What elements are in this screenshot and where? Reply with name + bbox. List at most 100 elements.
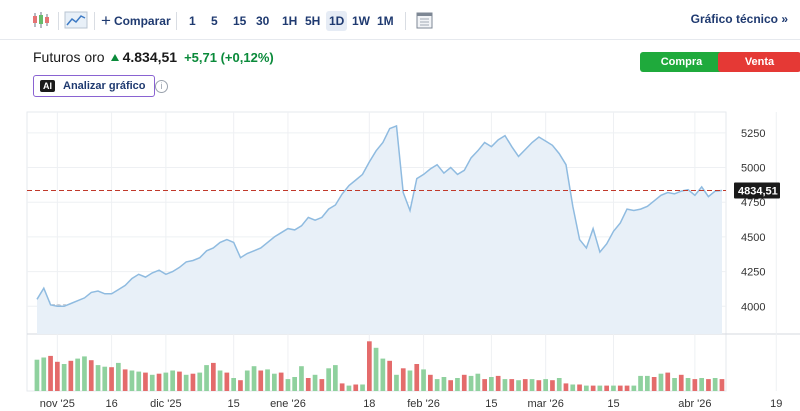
area-chart-icon[interactable]	[64, 10, 88, 30]
volume-bar	[231, 378, 236, 391]
volume-bar	[41, 357, 47, 391]
volume-bar	[428, 374, 433, 391]
y-tick-label: 5250	[741, 128, 765, 140]
volume-bar	[244, 370, 250, 391]
volume-bar	[197, 372, 203, 391]
period-1m[interactable]: 1M	[377, 14, 394, 28]
volume-bar	[278, 372, 284, 391]
volume-bar	[461, 374, 467, 391]
volume-bar	[177, 371, 182, 391]
volume-bar	[400, 368, 406, 391]
period-1w[interactable]: 1W	[352, 14, 370, 28]
x-tick-label: 18	[363, 398, 375, 410]
volume-bar	[624, 385, 630, 391]
candlestick-icon[interactable]	[30, 10, 52, 30]
volume-bar	[489, 377, 494, 391]
volume-bar	[441, 377, 447, 391]
volume-bar	[102, 366, 108, 391]
volume-bar	[394, 374, 399, 391]
volume-bars	[34, 341, 725, 391]
volume-bar	[319, 379, 325, 391]
period-30[interactable]: 30	[256, 14, 270, 28]
volume-bar	[712, 378, 718, 391]
volume-bar	[468, 375, 474, 391]
volume-bar	[170, 370, 175, 391]
up-arrow-icon	[110, 53, 119, 61]
volume-bar	[570, 384, 576, 391]
volume-bar	[116, 362, 121, 391]
volume-bar	[156, 373, 162, 391]
volume-bar	[536, 380, 542, 391]
period-1h[interactable]: 1H	[282, 14, 298, 28]
x-tick-label: 15	[228, 398, 240, 410]
volume-bar	[299, 366, 304, 391]
x-tick-label: dic '25	[150, 398, 181, 410]
volume-bar	[122, 369, 128, 391]
y-tick-label: 4750	[741, 197, 765, 209]
volume-bar	[373, 347, 379, 391]
volume-bar	[34, 359, 40, 391]
quote-header: Futuros oro 4.834,51 +5,71 (+0,12%)	[33, 49, 274, 65]
volume-bar	[719, 379, 725, 391]
volume-bar	[611, 385, 616, 391]
volume-bar	[312, 374, 318, 391]
chart-toolbar: + Comparar 1 5 15 30 1H 5H 1D 1W 1M Gráf…	[0, 0, 800, 40]
analyze-chart-button[interactable]: AI Analizar gráfico	[33, 75, 155, 97]
y-tick-label: 5000	[741, 163, 765, 175]
volume-bar	[387, 360, 392, 391]
volume-bar	[88, 360, 94, 391]
buy-button[interactable]: Compra	[640, 52, 723, 72]
compare-button[interactable]: + Comparar	[101, 12, 171, 30]
calendar-icon[interactable]	[414, 10, 436, 30]
volume-bar	[631, 385, 637, 391]
plus-icon: +	[101, 11, 111, 30]
volume-bar	[577, 384, 582, 391]
volume-bar	[590, 385, 596, 391]
volume-bar	[305, 378, 311, 391]
volume-bar	[522, 379, 528, 391]
price-change: +5,71 (+0,12%)	[184, 50, 274, 65]
period-15[interactable]: 15	[233, 14, 247, 28]
x-tick-label: 16	[105, 398, 117, 410]
period-1[interactable]: 1	[189, 14, 196, 28]
volume-bar	[285, 379, 291, 391]
volume-bar	[678, 374, 684, 391]
volume-bar	[360, 384, 365, 391]
volume-bar	[346, 385, 352, 391]
volume-bar	[550, 380, 555, 391]
period-1d[interactable]: 1D	[326, 11, 348, 31]
analyze-chart-label: Analizar gráfico	[63, 80, 146, 92]
volume-bar	[658, 373, 664, 391]
x-tick-label: 19	[770, 398, 782, 410]
price-chart[interactable]: Investing .com 4834,51 52505000475045004…	[0, 104, 800, 411]
period-5[interactable]: 5	[211, 14, 218, 28]
volume-bar	[604, 385, 609, 391]
x-tick-label: feb '26	[407, 398, 440, 410]
y-tick-label: 4000	[741, 301, 765, 313]
toolbar-separator	[94, 12, 95, 30]
toolbar-separator	[405, 12, 406, 30]
volume-bar	[597, 385, 603, 391]
x-tick-label: abr '26	[678, 398, 711, 410]
volume-bar	[82, 356, 87, 391]
compare-label: Comparar	[113, 14, 171, 28]
info-icon[interactable]: i	[155, 80, 168, 93]
x-tick-label: 15	[485, 398, 497, 410]
volume-bar	[584, 385, 589, 391]
period-5h[interactable]: 5H	[305, 14, 321, 28]
current-price-tag	[734, 182, 780, 199]
technical-chart-link[interactable]: Gráfico técnico »	[690, 12, 788, 26]
volume-bar	[455, 378, 460, 391]
sell-button[interactable]: Venta	[718, 52, 800, 72]
x-tick-label: nov '25	[40, 398, 75, 410]
instrument-name: Futuros oro	[33, 49, 105, 65]
volume-bar	[448, 380, 453, 391]
volume-bar	[414, 364, 420, 391]
y-tick-label: 4500	[741, 232, 765, 244]
volume-bar	[190, 373, 196, 391]
volume-bar	[482, 379, 487, 391]
x-axis: nov '25 16 dic '25 15 ene '26 18 feb '26 15 mar …	[40, 398, 783, 410]
volume-bar	[48, 355, 53, 391]
volume-bar	[645, 375, 650, 391]
ai-icon: AI	[40, 80, 55, 92]
